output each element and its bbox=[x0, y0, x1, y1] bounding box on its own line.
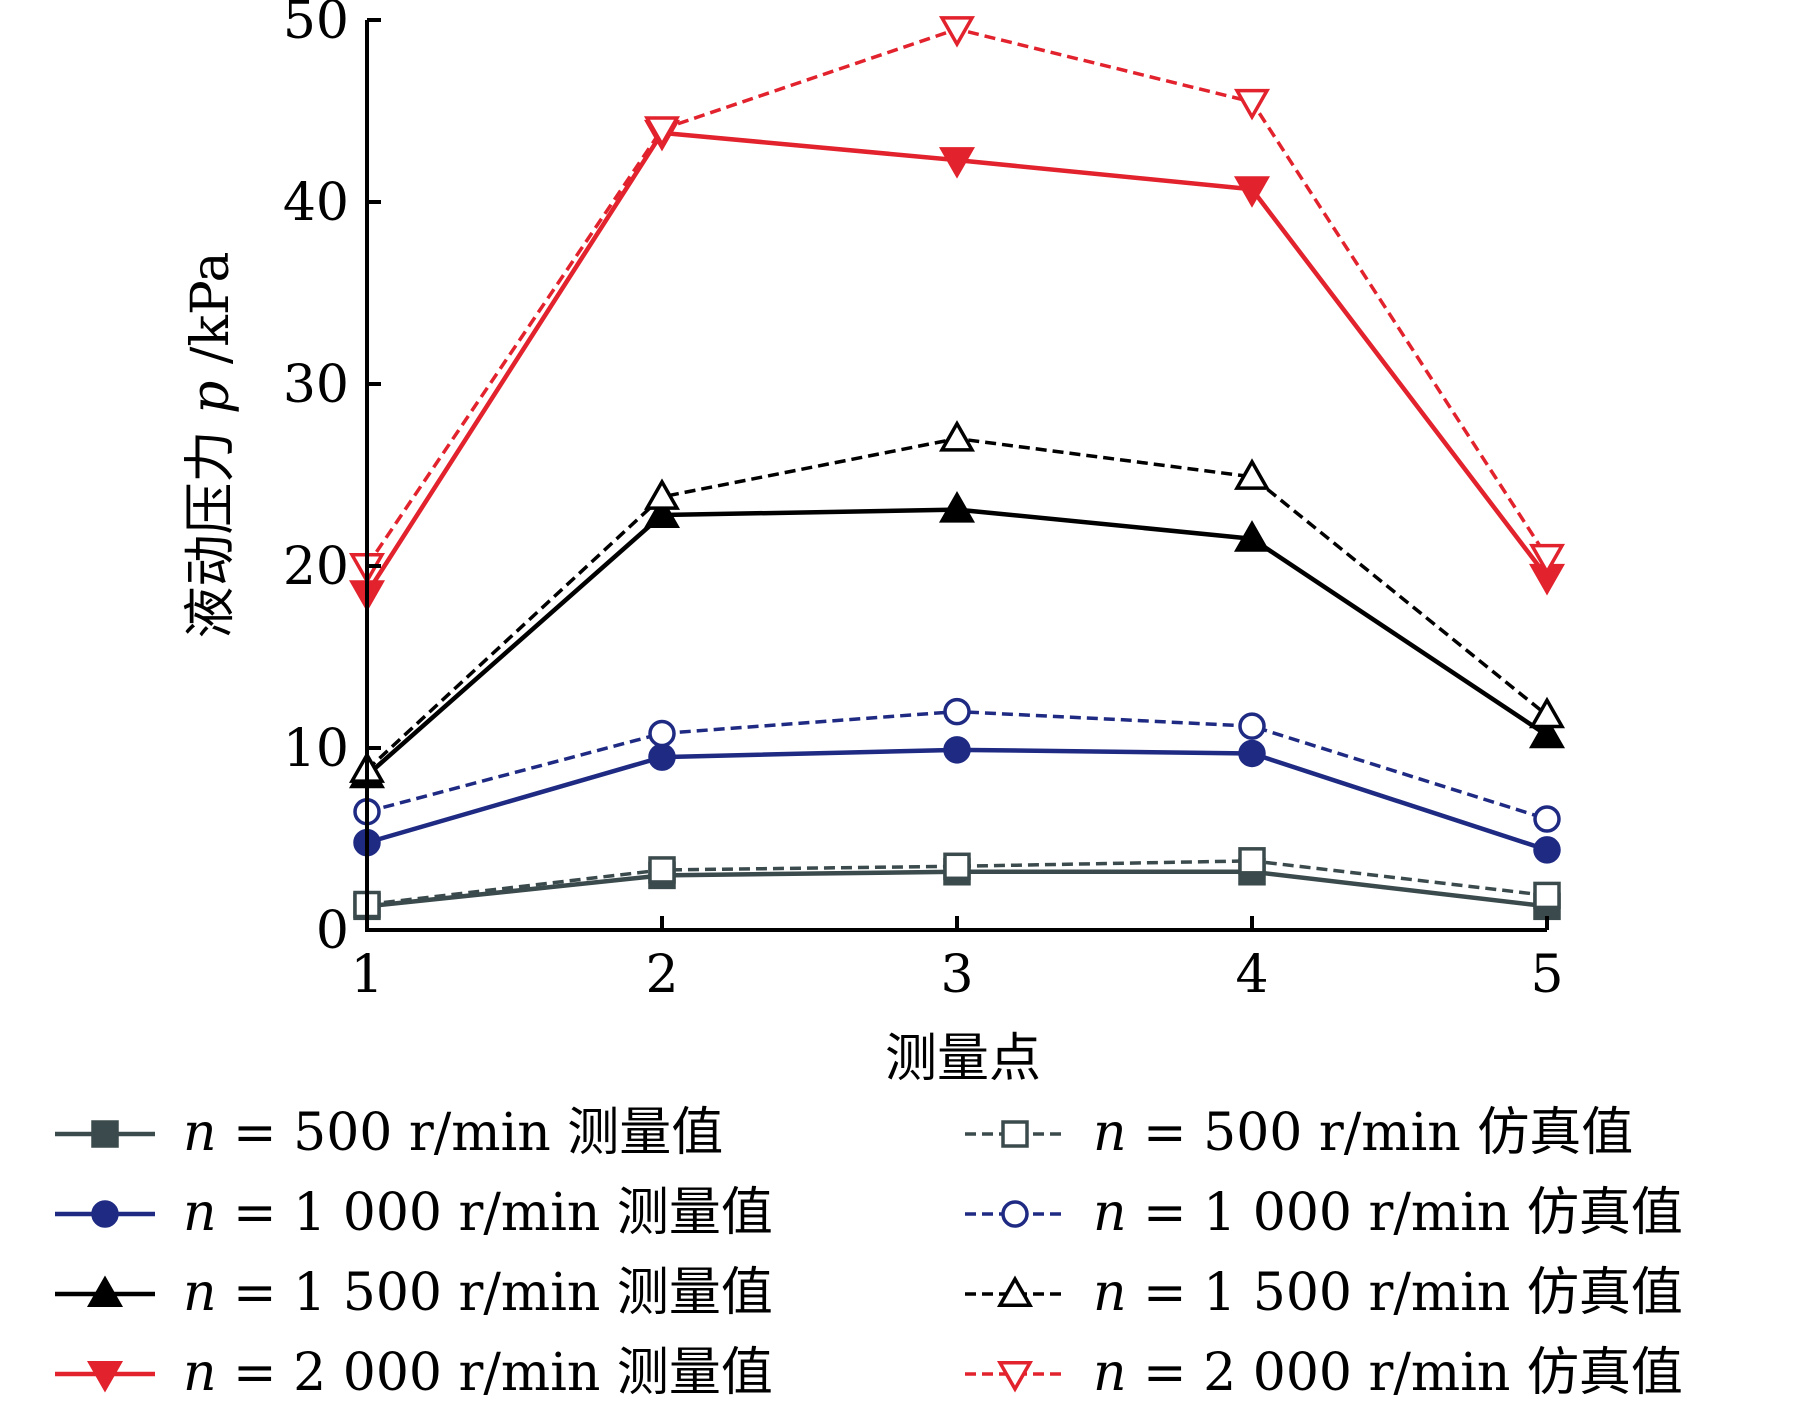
legend-label-rest-7: = 2 000 r/min 仿真值 bbox=[1127, 1343, 1683, 1403]
series-5-point-3 bbox=[1233, 458, 1271, 490]
x-tick-label-1: 2 bbox=[645, 945, 678, 1005]
x-tick-label-3: 4 bbox=[1235, 945, 1268, 1005]
x-tick-label-0: 1 bbox=[350, 945, 383, 1005]
series-1-point-2 bbox=[943, 852, 971, 881]
series-3-point-3 bbox=[1238, 712, 1266, 740]
legend-item-1: n = 500 r/min 仿真值 bbox=[965, 1103, 1633, 1163]
legend-marker-0 bbox=[91, 1120, 119, 1148]
tick-labels: 0 10 20 30 40 50 1 2 3 4 5 bbox=[283, 0, 1564, 1005]
series-5-point-2 bbox=[938, 420, 976, 452]
x-tick-label-2: 3 bbox=[940, 945, 973, 1005]
series-line-3 bbox=[366, 709, 1548, 821]
series-line-6 bbox=[365, 130, 1549, 595]
legend-label-3: n = 1 000 r/min 仿真值 bbox=[1093, 1183, 1683, 1243]
series-6-point-3 bbox=[1233, 176, 1271, 208]
legend-label-5: n = 1 500 r/min 仿真值 bbox=[1093, 1263, 1683, 1323]
legend-marker-4 bbox=[86, 1275, 124, 1307]
series-4-point-1 bbox=[643, 496, 681, 529]
legend-label-symbol-2: n bbox=[183, 1183, 217, 1243]
series-5-point-4 bbox=[1528, 696, 1566, 729]
legend-item-5: n = 1 500 r/min 仿真值 bbox=[965, 1263, 1683, 1323]
series-3-point-1 bbox=[648, 719, 676, 748]
series-line-1 bbox=[366, 859, 1548, 907]
legend-item-6: n = 2 000 r/min 测量值 bbox=[55, 1343, 773, 1403]
y-tick-label-3: 30 bbox=[283, 355, 349, 415]
y-axis-label-suffix: /kPa bbox=[181, 251, 241, 380]
legend-label-rest-4: = 1 500 r/min 测量值 bbox=[217, 1263, 773, 1323]
legend-marker-2 bbox=[91, 1200, 119, 1228]
legend-label-0: n = 500 r/min 测量值 bbox=[183, 1103, 723, 1163]
y-axis-label-symbol: p bbox=[181, 381, 241, 414]
legend-label-symbol-3: n bbox=[1093, 1183, 1127, 1243]
series-3-point-2 bbox=[943, 697, 971, 726]
y-tick-label-2: 20 bbox=[283, 537, 349, 597]
plot-series bbox=[348, 16, 1566, 921]
legend-marker-6 bbox=[86, 1361, 124, 1393]
legend-label-rest-1: = 500 r/min 仿真值 bbox=[1127, 1103, 1634, 1163]
series-2-point-1 bbox=[648, 743, 676, 771]
legend-marker-3 bbox=[1001, 1200, 1029, 1228]
series-5 bbox=[348, 420, 1566, 783]
y-axis-label-prefix: 液动压力 bbox=[181, 414, 241, 639]
series-7 bbox=[348, 16, 1566, 585]
legend-label-7: n = 2 000 r/min 仿真值 bbox=[1093, 1343, 1683, 1403]
x-tick-label-4: 5 bbox=[1530, 945, 1563, 1005]
axes bbox=[365, 18, 1549, 932]
series-7-point-2 bbox=[938, 16, 976, 48]
series-2-point-4 bbox=[1533, 836, 1561, 864]
series-line-7 bbox=[365, 27, 1549, 567]
legend-label-rest-5: = 1 500 r/min 仿真值 bbox=[1127, 1263, 1683, 1323]
y-tick-label-1: 10 bbox=[283, 719, 349, 779]
legend-label-rest-2: = 1 000 r/min 测量值 bbox=[217, 1183, 773, 1243]
series-line-4 bbox=[365, 507, 1549, 777]
legend-label-6: n = 2 000 r/min 测量值 bbox=[183, 1343, 773, 1403]
legend-label-symbol-1: n bbox=[1093, 1103, 1127, 1163]
series-4 bbox=[348, 491, 1566, 789]
legend-label-symbol-4: n bbox=[183, 1263, 217, 1323]
legend-label-2: n = 1 000 r/min 测量值 bbox=[183, 1183, 773, 1243]
legend-item-7: n = 2 000 r/min 仿真值 bbox=[965, 1343, 1683, 1403]
legend-label-1: n = 500 r/min 仿真值 bbox=[1093, 1103, 1633, 1163]
series-4-point-3 bbox=[1233, 520, 1271, 552]
y-tick-label-4: 40 bbox=[283, 173, 349, 233]
legend-item-3: n = 1 000 r/min 仿真值 bbox=[965, 1183, 1683, 1243]
legend-marker-7 bbox=[996, 1361, 1034, 1393]
series-4-point-2 bbox=[938, 491, 976, 523]
y-axis-label: 液动压力 p /kPa bbox=[181, 251, 241, 638]
series-1-point-3 bbox=[1238, 847, 1266, 875]
series-5-point-1 bbox=[643, 478, 681, 510]
legend-item-4: n = 1 500 r/min 测量值 bbox=[55, 1263, 773, 1323]
series-1-point-4 bbox=[1533, 881, 1561, 910]
legend-item-2: n = 1 000 r/min 测量值 bbox=[55, 1183, 773, 1243]
legend-label-symbol-0: n bbox=[183, 1103, 217, 1163]
x-axis-label: 测量点 bbox=[885, 1029, 1041, 1089]
series-2 bbox=[353, 736, 1561, 864]
series-2-point-2 bbox=[943, 736, 971, 764]
legend-item-0: n = 500 r/min 测量值 bbox=[55, 1103, 723, 1163]
series-7-point-4 bbox=[1528, 543, 1566, 576]
series-6-point-2 bbox=[938, 147, 976, 179]
series-1-point-1 bbox=[648, 856, 676, 884]
series-7-point-1 bbox=[643, 116, 681, 148]
series-6 bbox=[348, 119, 1566, 612]
series-2-point-3 bbox=[1238, 739, 1266, 768]
legend-label-symbol-6: n bbox=[183, 1343, 217, 1403]
series-7-point-3 bbox=[1233, 88, 1271, 121]
legend-label-rest-6: = 2 000 r/min 测量值 bbox=[217, 1343, 773, 1403]
legend-label-4: n = 1 500 r/min 测量值 bbox=[183, 1263, 773, 1323]
legend-label-symbol-7: n bbox=[1093, 1343, 1127, 1403]
y-tick-label-0: 0 bbox=[316, 901, 349, 961]
series-3-point-4 bbox=[1533, 805, 1561, 833]
legend-label-rest-3: = 1 000 r/min 仿真值 bbox=[1127, 1183, 1683, 1243]
legend-marker-1 bbox=[1001, 1120, 1029, 1148]
y-axis-label-group: 液动压力 p /kPa bbox=[181, 251, 241, 638]
legend-marker-5 bbox=[996, 1275, 1034, 1307]
series-3 bbox=[353, 697, 1561, 833]
legend-label-rest-0: = 500 r/min 测量值 bbox=[217, 1103, 724, 1163]
y-tick-label-5: 50 bbox=[283, 0, 349, 51]
series-4-point-4 bbox=[1528, 716, 1566, 749]
legend-label-symbol-5: n bbox=[1093, 1263, 1127, 1323]
